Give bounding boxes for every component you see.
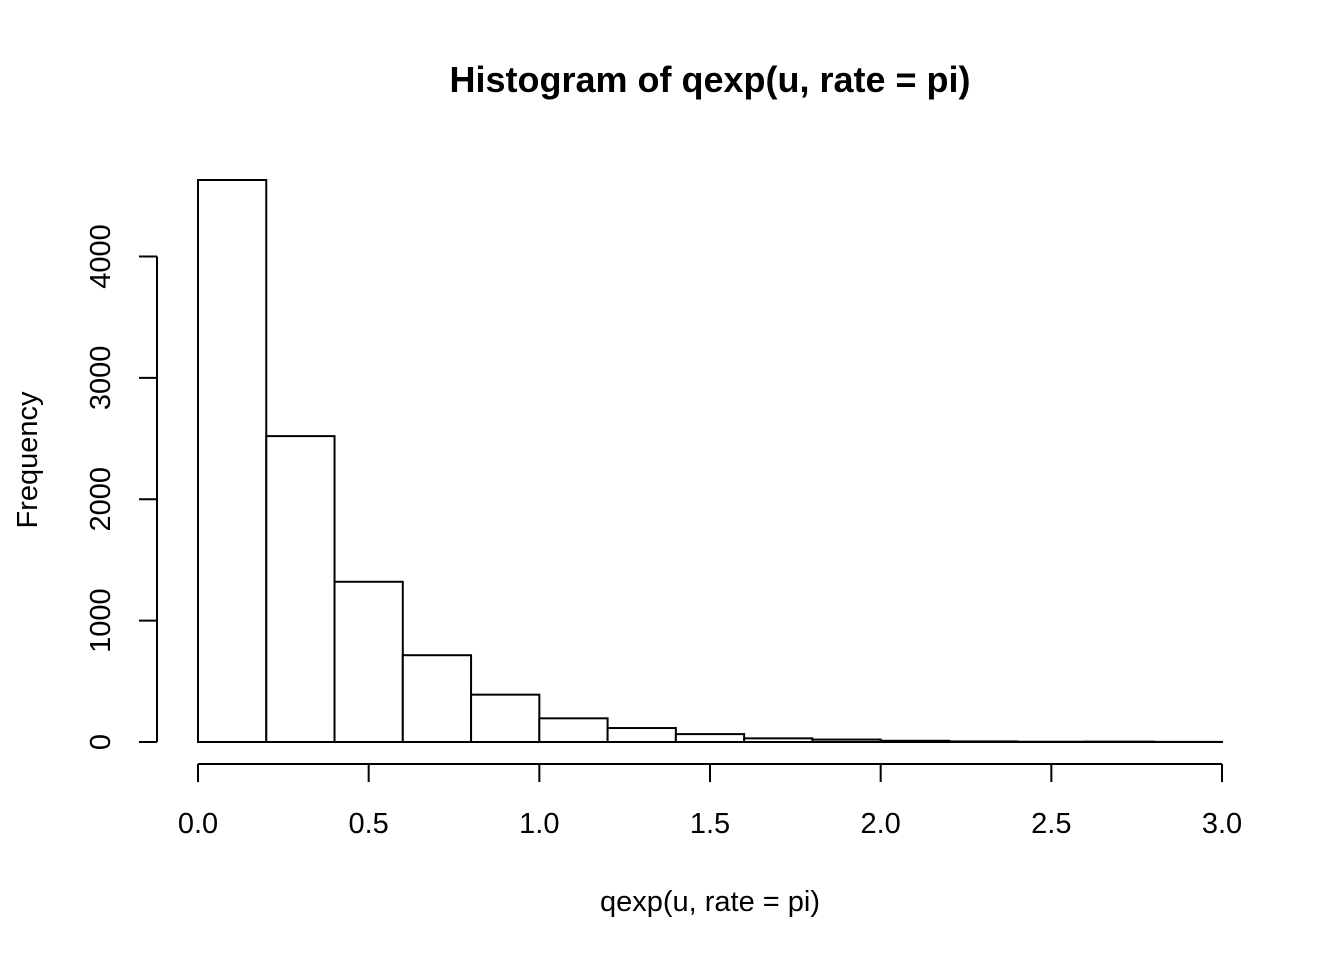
- histogram-bar: [947, 740, 1019, 743]
- y-axis-label: Frequency: [12, 391, 44, 529]
- x-tick-label: 0.5: [349, 808, 389, 840]
- y-tick-label: 1000: [85, 588, 117, 653]
- histogram-bar: [743, 737, 814, 743]
- y-tick-label: 4000: [85, 224, 117, 289]
- chart-title: Histogram of qexp(u, rate = pi): [449, 59, 970, 100]
- histogram-bars: [197, 179, 1223, 744]
- histogram-bar: [538, 717, 609, 743]
- x-tick-label: 0.0: [178, 808, 218, 840]
- histogram-bar: [265, 435, 336, 743]
- y-tick-label: 3000: [85, 346, 117, 411]
- y-axis: 0 1000 2000 3000 4000: [85, 224, 158, 750]
- histogram-bar: [197, 179, 268, 743]
- histogram-bar: [811, 738, 882, 743]
- x-tick-label: 1.0: [519, 808, 559, 840]
- x-tick-label: 2.5: [1031, 808, 1071, 840]
- x-axis: 0.0 0.5 1.0 1.5 2.0 2.5 3.0: [178, 763, 1242, 840]
- y-tick-label: 2000: [85, 467, 117, 532]
- histogram-bar: [333, 580, 404, 744]
- x-tick-label: 3.0: [1202, 808, 1242, 840]
- x-axis-label: qexp(u, rate = pi): [600, 886, 820, 918]
- histogram-bar: [401, 654, 473, 744]
- histogram-bar: [606, 727, 677, 743]
- histogram-bar: [879, 739, 950, 744]
- y-tick-label: 0: [85, 734, 117, 750]
- histogram-bar: [470, 693, 541, 743]
- x-tick-label: 2.0: [861, 808, 901, 840]
- histogram-bar: [674, 733, 746, 744]
- x-tick-label: 1.5: [690, 808, 730, 840]
